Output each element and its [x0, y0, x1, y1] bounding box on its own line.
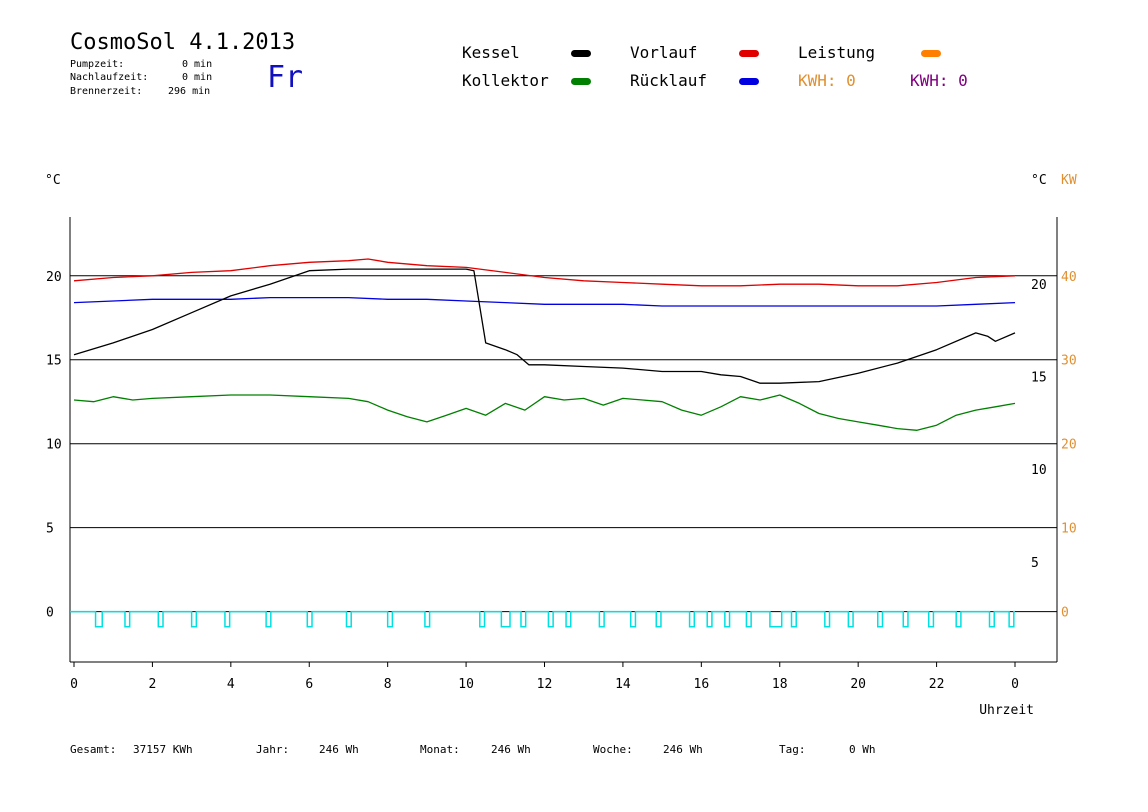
nachlauf-time-value: 0 min [182, 72, 213, 83]
legend-kwh-orange: KWH: 0 [798, 71, 856, 90]
legend-kollektor-label: Kollektor [462, 71, 549, 90]
brenner-time-value: 296 min [168, 86, 211, 97]
y-kw-tick-label: 30 [1061, 354, 1077, 369]
x-tick-label: 4 [227, 677, 235, 692]
legend-leistung-label: Leistung [798, 43, 876, 62]
legend-kwh-purple: KWH: 0 [910, 71, 968, 90]
legend-kollektor-swatch [571, 78, 591, 85]
pump-time-value: 0 min [182, 59, 213, 70]
y-right-tick-label: 10 [1031, 463, 1047, 478]
x-tick-label: 18 [772, 677, 788, 692]
x-tick-label: 22 [929, 677, 945, 692]
y-kw-unit-label: KW [1061, 173, 1077, 188]
y-left-tick-label: 20 [46, 270, 62, 285]
legend-leistung-swatch [921, 50, 941, 57]
footer-tag-label: Tag: [779, 743, 806, 756]
legend-kessel-swatch [571, 50, 591, 57]
y-left-tick-label: 10 [46, 438, 62, 453]
x-tick-label: 20 [850, 677, 866, 692]
x-tick-label: 6 [305, 677, 313, 692]
y-right-tick-label: 5 [1031, 556, 1039, 571]
footer-monat-value: 246 Wh [491, 743, 531, 756]
x-tick-label: 0 [70, 677, 78, 692]
legend-kessel-label: Kessel [462, 43, 520, 62]
y-left-tick-label: 0 [46, 606, 54, 621]
y-kw-tick-label: 0 [1061, 606, 1069, 621]
kollektor-line [73, 394, 1016, 431]
footer-woche-label: Woche: [593, 743, 633, 756]
y-left-unit-label: °C [45, 173, 61, 188]
page-title: CosmoSol 4.1.2013 [70, 30, 296, 55]
pump-trace [70, 610, 1015, 628]
footer-woche-value: 246 Wh [663, 743, 703, 756]
y-kw-tick-label: 20 [1061, 438, 1077, 453]
y-right-unit-label: °C [1031, 173, 1047, 188]
legend-ruecklauf-swatch [739, 78, 759, 85]
brenner-time-label: Brennerzeit: [70, 86, 143, 97]
x-tick-label: 0 [1011, 677, 1019, 692]
x-axis-title: Uhrzeit [979, 703, 1034, 718]
legend-vorlauf-swatch [739, 50, 759, 57]
weekday-label: Fr [267, 60, 304, 95]
y-right-tick-label: 15 [1031, 370, 1047, 385]
x-tick-label: 12 [537, 677, 553, 692]
vorlauf-line [73, 258, 1016, 287]
ruecklauf-line [73, 296, 1016, 307]
kessel-line [73, 268, 1016, 384]
x-tick-label: 14 [615, 677, 631, 692]
footer-monat-label: Monat: [420, 743, 460, 756]
y-right-tick-label: 20 [1031, 278, 1047, 293]
y-left-tick-label: 15 [46, 354, 62, 369]
x-tick-label: 2 [149, 677, 157, 692]
footer-jahr-label: Jahr: [256, 743, 290, 756]
footer-gesamt-label: Gesamt: [70, 743, 117, 756]
footer-jahr-value: 246 Wh [319, 743, 359, 756]
legend-ruecklauf-label: Rücklauf [630, 71, 708, 90]
nachlauf-time-label: Nachlaufzeit: [70, 72, 149, 83]
footer-gesamt-value: 37157 KWh [133, 743, 193, 756]
y-kw-tick-label: 10 [1061, 522, 1077, 537]
x-tick-label: 10 [458, 677, 474, 692]
x-tick-label: 16 [694, 677, 710, 692]
footer-tag-value: 0 Wh [849, 743, 876, 756]
pump-time-label: Pumpzeit: [70, 59, 125, 70]
legend-vorlauf-label: Vorlauf [630, 43, 698, 62]
y-left-tick-label: 5 [46, 522, 54, 537]
x-tick-label: 8 [384, 677, 392, 692]
y-kw-tick-label: 40 [1061, 270, 1077, 285]
